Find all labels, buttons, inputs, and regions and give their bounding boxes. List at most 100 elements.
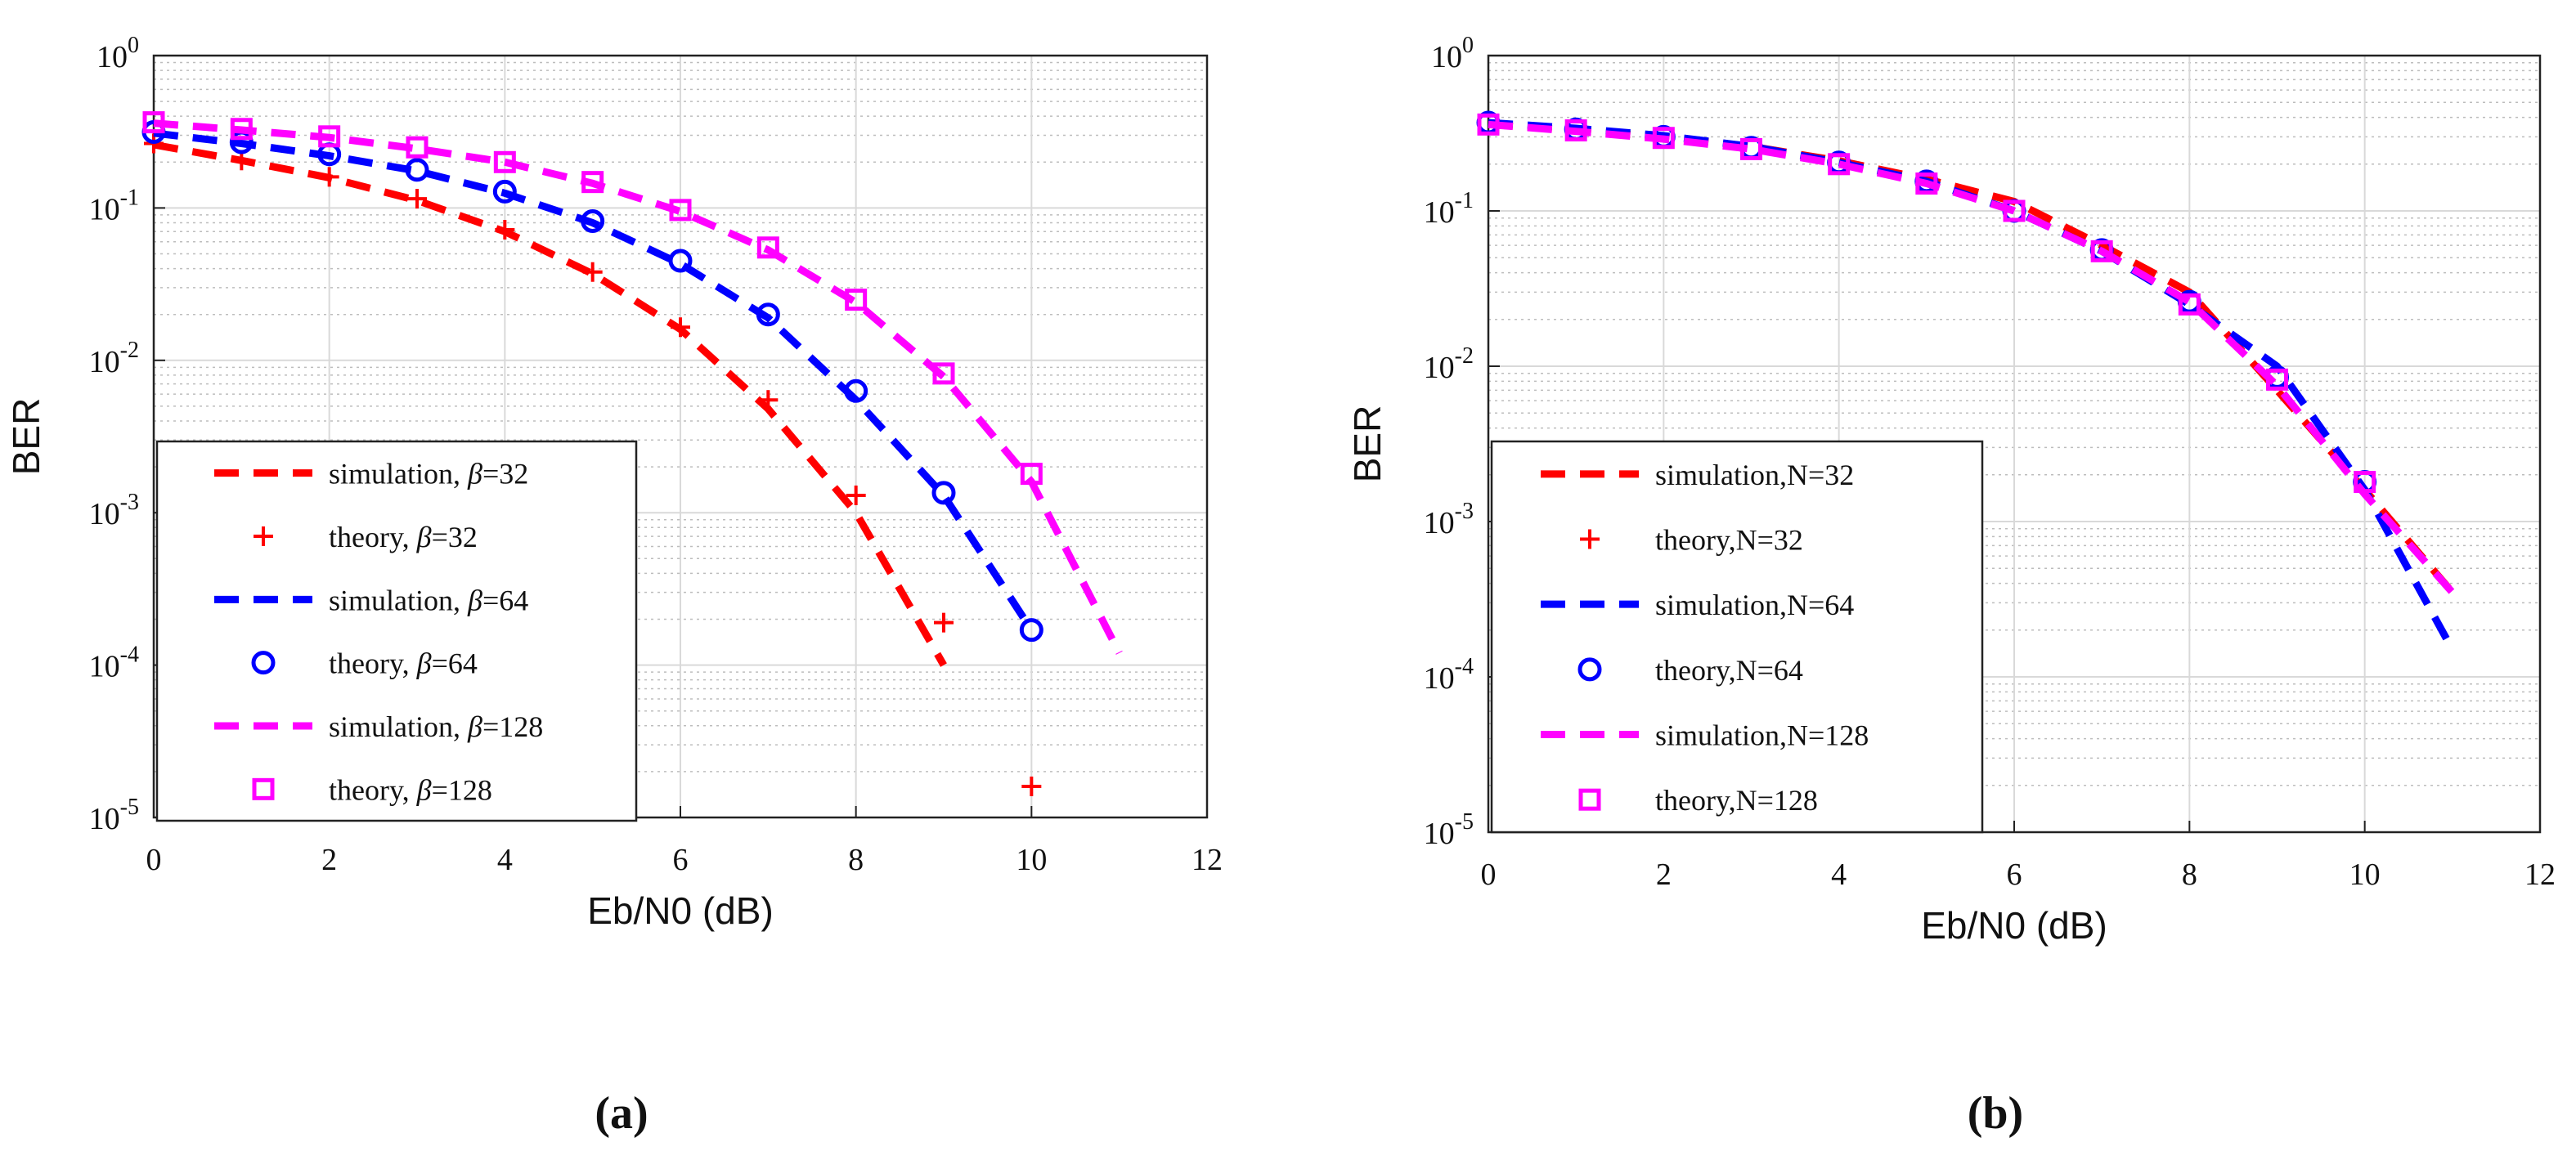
data-point xyxy=(1020,463,1043,486)
data-point xyxy=(2178,293,2201,316)
x-tick-label: 4 xyxy=(497,843,513,877)
series-4 xyxy=(1488,120,2456,595)
y-tick-label: 10-4 xyxy=(1424,654,1474,696)
legend-marker-swatch xyxy=(1580,529,1600,549)
legend-entry-label: simulation, β=64 xyxy=(329,584,528,616)
legend-marker-swatch xyxy=(1578,788,1601,811)
x-tick-label: 2 xyxy=(321,843,337,877)
data-point xyxy=(756,236,779,259)
data-point xyxy=(318,125,341,148)
data-point xyxy=(2090,240,2113,262)
data-point xyxy=(1652,127,1675,150)
legend-entry-label: theory,N=128 xyxy=(1655,784,1818,817)
series-5 xyxy=(1477,113,2376,493)
legend-entry-label: simulation,N=128 xyxy=(1655,719,1869,752)
legend-marker-swatch xyxy=(251,651,276,675)
legend-box xyxy=(1490,440,1984,834)
data-point xyxy=(407,189,427,209)
data-point xyxy=(1828,153,1851,176)
y-tick-label: 10-5 xyxy=(1424,809,1474,851)
y-tick-label: 10-1 xyxy=(89,185,139,226)
data-point xyxy=(1021,776,1042,796)
data-point xyxy=(495,219,515,240)
legend-marker-swatch xyxy=(1577,657,1602,682)
series-line xyxy=(153,141,947,667)
data-point xyxy=(319,167,339,187)
data-point xyxy=(405,158,429,182)
panel-caption: (a) xyxy=(595,1088,648,1139)
x-tick-label: 0 xyxy=(1481,858,1497,892)
data-point xyxy=(934,612,954,633)
x-axis-label: Eb/N0 (dB) xyxy=(587,889,774,932)
data-point xyxy=(230,118,253,141)
data-point xyxy=(142,111,165,134)
data-point xyxy=(845,289,868,311)
y-axis-label: BER xyxy=(5,398,47,476)
data-point xyxy=(2003,199,2026,222)
data-point xyxy=(1915,172,1938,195)
y-tick-label: 100 xyxy=(96,33,139,74)
chart-panel-b: 0 2 4 6 8 10 12 100 10-1 10-2 10-3 10-4 10-5 Eb/N0 (d… xyxy=(1346,33,2556,1139)
x-tick-label: 12 xyxy=(2524,858,2556,892)
y-tick-label: 10-3 xyxy=(1424,499,1474,540)
y-axis-label: BER xyxy=(1346,405,1389,483)
data-point xyxy=(493,150,516,173)
data-point xyxy=(2354,470,2376,493)
legend-marker-swatch xyxy=(254,526,273,546)
data-point xyxy=(671,317,690,338)
data-point xyxy=(2266,368,2288,391)
legend-entry-label: theory, β=128 xyxy=(329,773,492,806)
y-tick-label: 10-2 xyxy=(89,338,139,379)
data-point xyxy=(581,208,605,233)
x-tick-label: 8 xyxy=(2182,858,2197,892)
data-point xyxy=(492,179,517,204)
series-line xyxy=(153,129,1035,633)
chart-panel-a: 0 2 4 6 8 10 12 100 10-1 10-2 10-3 10-4 10-5 Eb/N0 (d… xyxy=(5,33,1223,1139)
legend-entry-label: theory,N=64 xyxy=(1655,654,1803,687)
y-tick-label: 10-2 xyxy=(1424,343,1474,385)
y-tick-label: 10-3 xyxy=(89,490,139,531)
legend-entry-label: simulation, β=128 xyxy=(329,710,543,743)
legend: simulation, β=32 theory, β=32 simulation, … xyxy=(155,440,638,822)
data-point xyxy=(932,362,955,385)
x-tick-label: 6 xyxy=(673,843,689,877)
x-tick-label: 8 xyxy=(848,843,864,877)
x-tick-label: 0 xyxy=(146,843,162,877)
series-0 xyxy=(153,141,947,667)
series-4 xyxy=(153,119,1123,655)
data-point xyxy=(846,485,866,505)
series-2 xyxy=(153,129,1035,633)
x-tick-label: 4 xyxy=(1831,858,1847,892)
x-tick-label: 10 xyxy=(2349,858,2381,892)
legend-entry-label: theory,N=32 xyxy=(1655,524,1803,557)
series-5 xyxy=(142,111,1043,486)
x-tick-label: 10 xyxy=(1016,843,1047,877)
legend-marker-swatch xyxy=(252,777,275,800)
legend-entry-label: theory, β=32 xyxy=(329,521,478,553)
series-3 xyxy=(141,120,1043,643)
data-point xyxy=(669,199,692,222)
y-tick-label: 10-1 xyxy=(1424,188,1474,230)
legend-entry-label: simulation,N=64 xyxy=(1655,589,1854,621)
data-point xyxy=(581,171,604,194)
series-line xyxy=(1488,120,2456,595)
x-axis-label: Eb/N0 (dB) xyxy=(1921,904,2107,947)
series-1 xyxy=(144,133,1042,796)
data-point xyxy=(668,249,693,273)
y-tick-label: 10-4 xyxy=(89,643,139,684)
data-point xyxy=(844,378,868,403)
data-point xyxy=(406,136,429,159)
data-point xyxy=(931,481,956,505)
data-point xyxy=(756,302,780,327)
data-point xyxy=(758,390,779,410)
legend-entry-label: theory, β=64 xyxy=(329,647,478,680)
series-line xyxy=(153,119,1123,655)
panel-caption: (b) xyxy=(1968,1088,2023,1139)
x-tick-label: 12 xyxy=(1192,843,1223,877)
data-point xyxy=(1740,137,1762,160)
data-point xyxy=(1477,113,1500,136)
x-tick-label: 2 xyxy=(1656,858,1672,892)
y-tick-label: 100 xyxy=(1431,33,1474,74)
data-point xyxy=(1564,119,1587,141)
